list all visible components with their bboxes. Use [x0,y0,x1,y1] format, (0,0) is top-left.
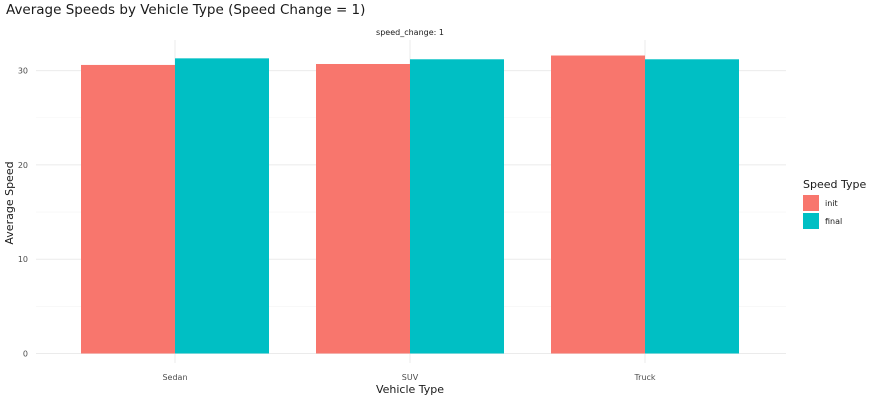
legend: Speed Type init final [803,178,866,229]
legend-title: Speed Type [803,178,866,191]
bar-final-sedan [175,58,269,354]
legend-label-final: final [825,217,842,226]
bar-init-suv [316,63,410,354]
bars [81,55,739,354]
facet-strip-label: speed_change: 1 [376,28,444,37]
y-tick-label: 10 [18,255,28,264]
legend-swatch-init [803,195,819,211]
bar-init-sedan [81,64,175,354]
y-tick-label: 20 [18,161,28,170]
x-tick-label: SUV [402,373,419,382]
x-axis-title: Vehicle Type [376,383,444,396]
y-axis-title: Average Speed [3,161,16,244]
chart-title: Average Speeds by Vehicle Type (Speed Ch… [6,2,365,18]
legend-label-init: init [825,199,838,208]
y-tick-label: 0 [23,350,28,359]
legend-swatch-final [803,213,819,229]
x-tick-label: Sedan [162,373,187,382]
bar-init-truck [551,55,645,354]
x-axis-ticks: Sedan SUV Truck [162,373,655,382]
bar-final-truck [645,59,739,354]
bar-final-suv [410,59,504,354]
y-axis-ticks: 0 10 20 30 [18,67,28,359]
y-tick-label: 30 [18,67,28,76]
x-tick-label: Truck [633,373,655,382]
